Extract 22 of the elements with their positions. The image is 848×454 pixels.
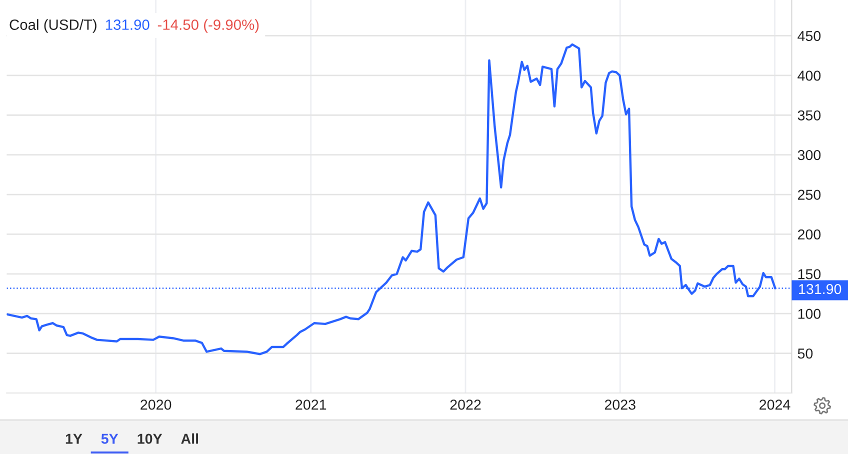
y-tick-label: 400 xyxy=(798,70,821,81)
x-tick-label: 2020 xyxy=(140,400,172,410)
annotation: 131.90 xyxy=(106,20,150,30)
y-tick-label: 100 xyxy=(798,308,821,319)
text: 5Y xyxy=(101,434,118,444)
y-tick-label: 50 xyxy=(798,348,813,359)
y-tick-label: 200 xyxy=(798,229,821,240)
text: 10Y xyxy=(138,434,162,444)
text: 1Y xyxy=(66,434,82,444)
text: All xyxy=(181,433,198,444)
y-tick-label: 300 xyxy=(798,150,821,160)
y-tick-label: 250 xyxy=(798,190,821,200)
ref-line-label: 131.90 xyxy=(799,284,842,294)
annotation: -14.50 (-9.90%) xyxy=(158,19,259,33)
x-tick-label: 2021 xyxy=(296,400,326,410)
x-tick-label: 2022 xyxy=(450,400,481,410)
text: Coal (USD/T) xyxy=(10,19,96,33)
x-tick-label: 2024 xyxy=(760,400,790,410)
x-tick-label: 2023 xyxy=(604,400,636,410)
y-tick-label: 450 xyxy=(798,30,821,42)
y-tick-label: 350 xyxy=(798,110,821,120)
y-tick-label: 150 xyxy=(798,269,821,280)
